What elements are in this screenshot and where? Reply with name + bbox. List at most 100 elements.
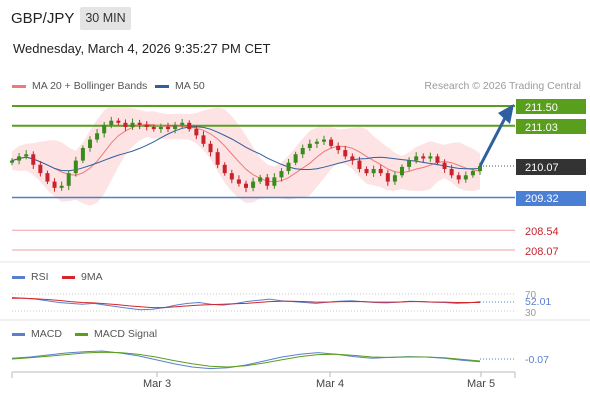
rsi-ma-line — [12, 297, 480, 309]
macd-signal-swatch — [75, 332, 88, 336]
candle-body — [208, 143, 213, 153]
s1-label: 209.32 — [525, 193, 559, 205]
candle-body — [10, 160, 14, 163]
s1-label-box — [516, 191, 586, 206]
candle-body — [392, 175, 397, 182]
r1-label-box — [516, 119, 586, 134]
target-arrow-shaft — [478, 117, 507, 167]
candle-body — [45, 173, 50, 182]
candle-body — [435, 156, 440, 163]
candle-body — [400, 166, 404, 176]
candle-body — [95, 133, 100, 140]
candle-body — [414, 156, 419, 161]
candle-body — [109, 120, 114, 125]
candle-body — [357, 160, 362, 169]
macd-swatch — [12, 332, 25, 336]
research-credit: Research © 2026 Trading Central — [424, 80, 581, 92]
candle-body — [470, 171, 475, 176]
candle-body — [279, 171, 284, 178]
ma20-swatch — [12, 84, 26, 88]
macd-panel: -0.07 — [11, 350, 549, 370]
legend-ma50-label: MA 50 — [175, 80, 205, 92]
candle-body — [102, 124, 107, 134]
candle-body — [371, 168, 376, 174]
candle-body — [307, 143, 312, 148]
target-arrow-head — [498, 104, 514, 124]
candle-body — [229, 173, 234, 180]
candle-body — [180, 122, 185, 125]
bollinger-band — [12, 104, 480, 206]
candle-body — [442, 162, 447, 169]
candle-body — [272, 177, 277, 186]
candle-body — [244, 183, 248, 188]
candle-body — [343, 150, 348, 157]
rsi-level-70-label: 70 — [525, 290, 537, 301]
legend-rsi: RSI — [12, 271, 49, 283]
candle-body — [350, 156, 355, 161]
ma50-swatch — [155, 84, 169, 88]
candle-body — [66, 173, 71, 186]
symbol-title: GBP/JPY — [11, 10, 75, 27]
candle-body — [322, 139, 326, 142]
candle-body — [251, 181, 256, 188]
candle-body — [52, 181, 57, 188]
ma50-line — [11, 126, 481, 172]
last-price-label: 210.07 — [525, 162, 559, 174]
candle-body — [123, 122, 128, 127]
bollinger-band-area — [12, 104, 480, 206]
time-tick-label: Mar 5 — [467, 378, 495, 390]
candle-body — [286, 162, 291, 172]
candle-body — [144, 124, 149, 127]
legend-ma20: MA 20 + Bollinger Bands — [12, 80, 147, 92]
rsi-panel: 70 52.01 30 — [11, 290, 551, 319]
candle-body — [421, 156, 426, 159]
candle-body — [73, 160, 78, 174]
legend-rsi-label: RSI — [31, 271, 49, 283]
legend-rsi-ma-label: 9MA — [81, 271, 103, 283]
legend-ma50: MA 50 — [155, 80, 205, 92]
candle-body — [300, 147, 305, 155]
timeframe-button[interactable]: 30 MIN — [80, 7, 131, 30]
candle-body — [236, 179, 241, 184]
candle-body — [17, 156, 22, 161]
candle-body — [364, 168, 369, 174]
candle-body — [38, 164, 43, 174]
r1-label: 211.03 — [525, 122, 558, 134]
legend-ma20-label: MA 20 + Bollinger Bands — [32, 80, 148, 92]
legend-macd-signal: MACD Signal — [75, 328, 157, 340]
legend-macd-label: MACD — [31, 328, 62, 340]
candle-body — [329, 139, 334, 146]
price-axis-labels: 211.50 211.03 210.07 209.32 208.54 208.0… — [516, 99, 586, 258]
macd-signal-line — [11, 351, 481, 368]
datetime-label: Wednesday, March 4, 2026 9:35:27 PM CET — [13, 41, 271, 56]
candle-body — [137, 122, 142, 125]
candle-body — [130, 122, 135, 127]
candle-body — [166, 126, 170, 130]
legend-rsi-ma: 9MA — [62, 271, 103, 283]
candle-body — [222, 164, 227, 174]
candle-body — [478, 166, 482, 172]
candle-body — [201, 135, 206, 144]
candle-body — [428, 156, 433, 159]
legend-macd: MACD — [12, 328, 62, 340]
candle-body — [265, 177, 270, 186]
candle-body — [158, 126, 163, 130]
r2-label: 211.50 — [525, 102, 558, 114]
candle-body — [293, 154, 298, 163]
candle-body — [116, 120, 121, 123]
r2-label-box — [516, 99, 586, 114]
candle-body — [187, 122, 192, 130]
price-levels — [12, 105, 515, 251]
rsi-swatch — [12, 275, 25, 279]
candle-body — [80, 147, 85, 161]
candle-body — [258, 177, 263, 182]
candle-body — [314, 141, 319, 144]
rsi-ma-swatch — [62, 275, 75, 279]
candle-body — [456, 175, 461, 180]
legend-macd-signal-label: MACD Signal — [94, 328, 158, 340]
time-tick-label: Mar 4 — [316, 378, 344, 390]
candle-body — [59, 185, 64, 188]
time-tick-label: Mar 3 — [143, 378, 171, 390]
candle-body — [194, 129, 199, 136]
